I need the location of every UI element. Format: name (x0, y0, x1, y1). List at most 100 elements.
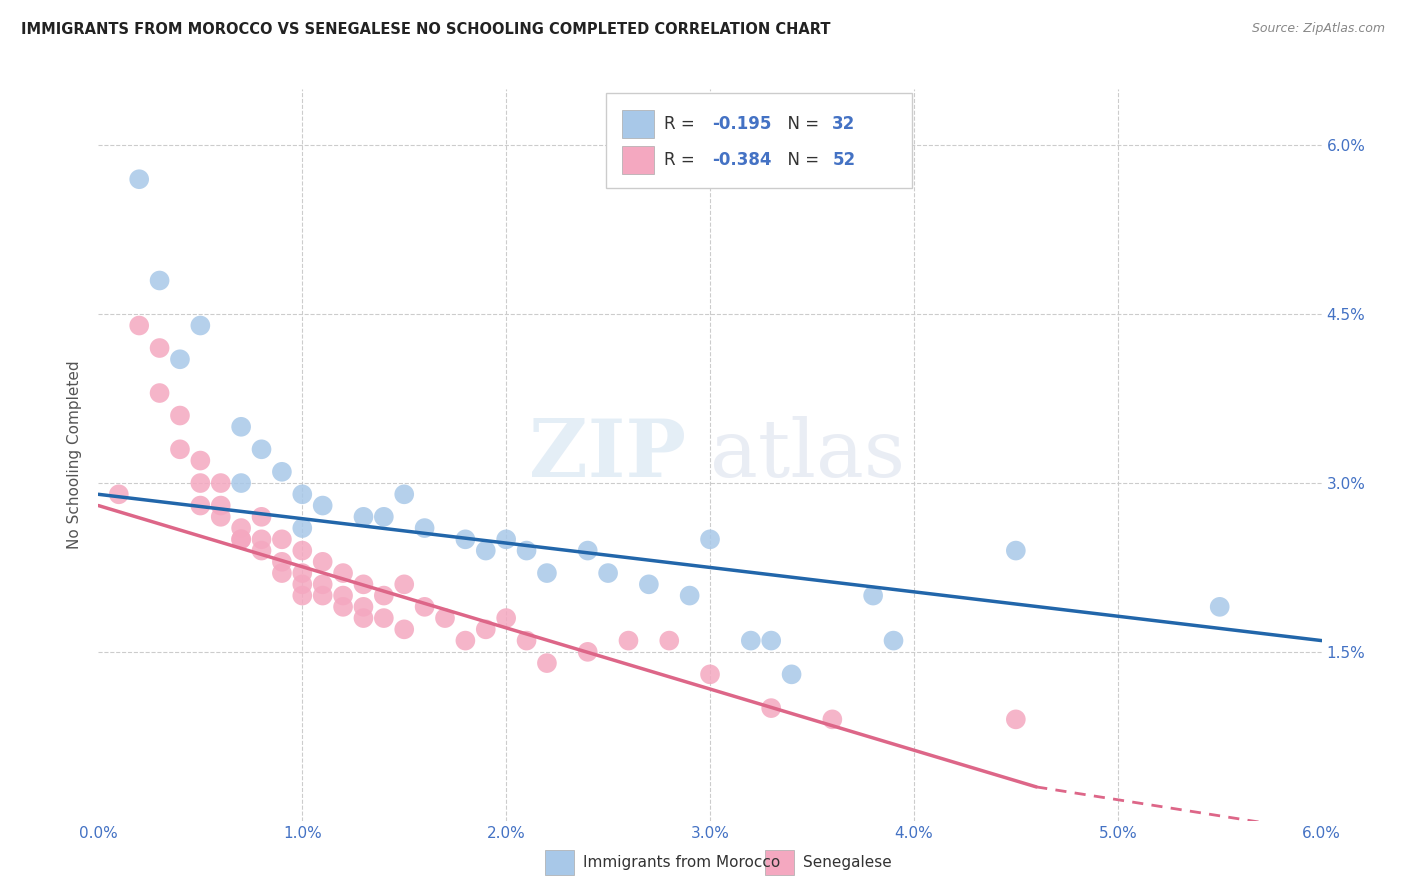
Text: -0.384: -0.384 (713, 151, 772, 169)
Point (332, 566, 354, 580)
Text: 52: 52 (832, 151, 855, 169)
Point (373, 611, 395, 625)
Point (332, 589, 354, 603)
Point (291, 543, 314, 558)
Point (474, 543, 498, 558)
Point (454, 633, 477, 648)
Point (188, 453, 212, 467)
Point (413, 521, 436, 535)
Point (516, 633, 538, 648)
Point (209, 476, 232, 491)
Point (250, 509, 273, 524)
Point (108, 487, 131, 501)
Point (1004, 543, 1026, 558)
Point (413, 599, 436, 614)
Point (270, 555, 292, 569)
Point (821, 712, 844, 726)
Point (209, 499, 232, 513)
Point (392, 623, 416, 637)
Point (761, 701, 783, 715)
Text: N =: N = (778, 115, 825, 133)
Text: IMMIGRANTS FROM MOROCCO VS SENEGALESE NO SCHOOLING COMPLETED CORRELATION CHART: IMMIGRANTS FROM MOROCCO VS SENEGALESE NO… (21, 22, 831, 37)
Point (352, 577, 374, 591)
Point (474, 623, 498, 637)
Point (352, 599, 374, 614)
Point (311, 577, 335, 591)
Y-axis label: No Schooling Completed: No Schooling Completed (67, 360, 83, 549)
Point (270, 566, 292, 580)
Text: Immigrants from Morocco: Immigrants from Morocco (583, 855, 780, 870)
Point (883, 633, 905, 648)
Point (250, 533, 273, 547)
FancyBboxPatch shape (621, 146, 654, 174)
Point (576, 543, 599, 558)
Point (392, 577, 416, 591)
Point (128, 318, 150, 333)
Text: R =: R = (664, 115, 700, 133)
Point (291, 487, 314, 501)
Point (291, 577, 314, 591)
Point (699, 533, 721, 547)
Text: 32: 32 (832, 115, 856, 133)
Point (536, 566, 558, 580)
Point (311, 555, 335, 569)
Point (169, 409, 191, 423)
Point (1208, 599, 1232, 614)
Point (495, 611, 517, 625)
Point (617, 633, 640, 648)
Point (373, 509, 395, 524)
Point (373, 589, 395, 603)
Point (352, 611, 374, 625)
FancyBboxPatch shape (546, 850, 574, 876)
Point (291, 589, 314, 603)
Point (516, 543, 538, 558)
Point (740, 633, 762, 648)
Text: Senegalese: Senegalese (803, 855, 891, 870)
Point (433, 611, 456, 625)
Point (699, 667, 721, 681)
Point (536, 656, 558, 670)
Point (149, 386, 172, 401)
Point (761, 633, 783, 648)
Point (291, 566, 314, 580)
Point (149, 341, 172, 355)
FancyBboxPatch shape (606, 93, 912, 188)
Point (231, 419, 253, 434)
Point (1004, 712, 1026, 726)
Point (862, 589, 884, 603)
Point (231, 533, 253, 547)
FancyBboxPatch shape (765, 850, 794, 876)
Point (495, 533, 517, 547)
Point (291, 521, 314, 535)
Point (679, 589, 702, 603)
Point (270, 465, 292, 479)
Point (576, 645, 599, 659)
Point (637, 577, 661, 591)
Point (270, 533, 292, 547)
Point (169, 442, 191, 457)
Point (598, 566, 620, 580)
Point (311, 589, 335, 603)
Text: Source: ZipAtlas.com: Source: ZipAtlas.com (1251, 22, 1385, 36)
Point (231, 476, 253, 491)
Point (209, 509, 232, 524)
Point (169, 352, 191, 367)
Text: atlas: atlas (710, 416, 905, 494)
Point (250, 543, 273, 558)
Text: R =: R = (664, 151, 700, 169)
Text: N =: N = (778, 151, 825, 169)
Point (352, 509, 374, 524)
Point (188, 318, 212, 333)
Point (149, 273, 172, 287)
Text: ZIP: ZIP (529, 416, 686, 494)
Point (392, 487, 416, 501)
Point (250, 442, 273, 457)
Point (188, 476, 212, 491)
Point (454, 533, 477, 547)
Point (658, 633, 681, 648)
Point (311, 499, 335, 513)
Point (188, 499, 212, 513)
Text: -0.195: -0.195 (713, 115, 772, 133)
Point (128, 172, 150, 186)
Point (231, 533, 253, 547)
